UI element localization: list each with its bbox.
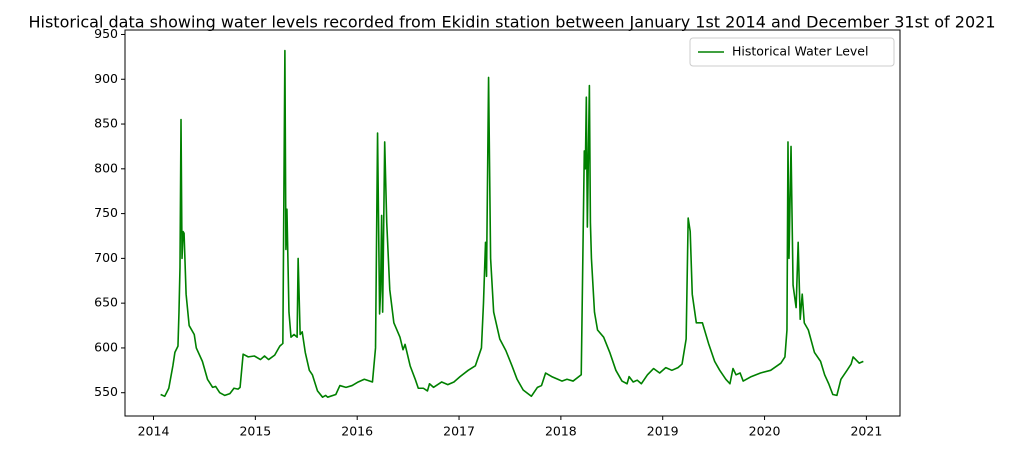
y-tick-label: 900 [94,71,118,86]
x-tick-label: 2018 [545,424,577,439]
x-tick-label: 2015 [239,424,271,439]
x-tick-label: 2017 [443,424,475,439]
y-tick-label: 800 [94,160,118,175]
y-tick-label: 850 [94,116,118,131]
x-tick-label: 2016 [341,424,373,439]
y-tick-label: 950 [94,26,118,41]
data-line [160,49,864,398]
x-tick-label: 2021 [850,424,882,439]
y-tick-label: 550 [94,384,118,399]
x-tick-label: 2020 [749,424,781,439]
y-tick-label: 650 [94,295,118,310]
y-tick-label: 700 [94,250,118,265]
plot-frame [124,29,901,417]
legend-box [689,37,895,67]
chart-title: Historical data showing water levels rec… [28,13,995,32]
y-tick-label: 600 [94,339,118,354]
x-tick-label: 2019 [647,424,679,439]
y-tick-label: 750 [94,205,118,220]
x-tick-label: 2014 [138,424,170,439]
legend-label: Historical Water Level [732,44,868,59]
